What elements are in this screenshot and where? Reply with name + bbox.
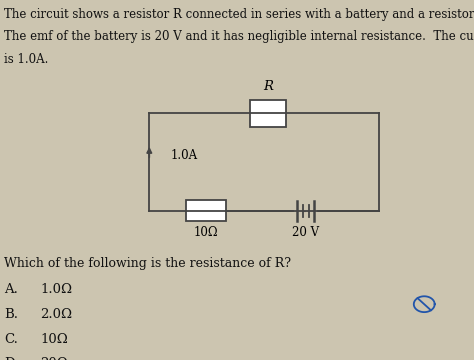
Text: 1.0A: 1.0A	[171, 149, 198, 162]
Text: D.: D.	[4, 357, 18, 360]
Text: 10Ω: 10Ω	[194, 226, 219, 239]
Text: 20 V: 20 V	[292, 226, 319, 239]
Text: The circuit shows a resistor R connected in series with a battery and a resistor: The circuit shows a resistor R connected…	[4, 8, 474, 21]
Text: B.: B.	[4, 308, 18, 321]
Text: The emf of the battery is 20 V and it has negligible internal resistance.  The c: The emf of the battery is 20 V and it ha…	[4, 30, 474, 43]
Text: A.: A.	[4, 283, 18, 296]
Text: 1.0Ω: 1.0Ω	[40, 283, 73, 296]
Text: C.: C.	[4, 333, 18, 346]
Text: 20Ω: 20Ω	[40, 357, 68, 360]
Bar	[250, 100, 285, 127]
Text: is 1.0A.: is 1.0A.	[4, 53, 48, 66]
Text: 2.0Ω: 2.0Ω	[40, 308, 73, 321]
Text: 10Ω: 10Ω	[40, 333, 68, 346]
Text: Which of the following is the resistance of R?: Which of the following is the resistance…	[4, 257, 291, 270]
Text: R: R	[263, 80, 273, 93]
Bar	[186, 200, 227, 221]
